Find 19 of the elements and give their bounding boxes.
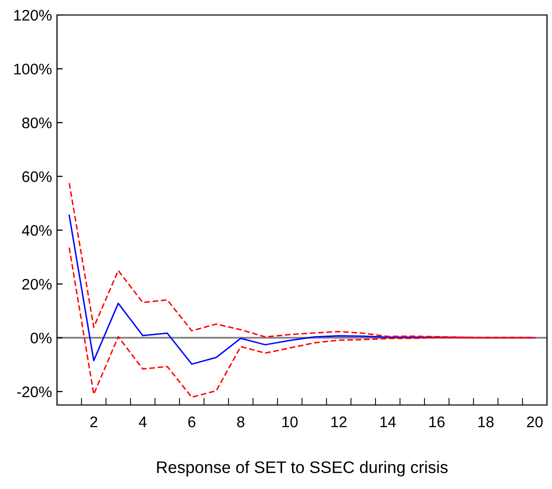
y-tick-label: 120% [14, 10, 52, 21]
x-tick-label: 6 [188, 416, 196, 428]
y-tick-label: 100% [14, 64, 52, 74]
x-tick-label: 16 [429, 416, 445, 428]
y-tick-label: 80% [22, 117, 52, 128]
x-tick-label: 4 [138, 416, 147, 428]
y-tick-label: 20% [22, 278, 52, 290]
x-tick-label: 8 [237, 416, 244, 428]
y-tick-label: 0% [30, 332, 52, 344]
y-tick-label: -20% [17, 386, 52, 398]
x-tick-label: 10 [282, 416, 298, 428]
x-axis-title: Response of SET to SSEC during crisis [157, 460, 448, 476]
x-tick-label: 18 [478, 416, 494, 428]
x-tick-label: 12 [331, 416, 346, 428]
x-tick-label: 14 [380, 416, 396, 428]
x-tick-label: 20 [527, 416, 543, 428]
y-tick-label: 60% [22, 171, 52, 182]
y-tick-label: 40% [22, 225, 52, 236]
x-tick-label: 2 [90, 416, 98, 428]
